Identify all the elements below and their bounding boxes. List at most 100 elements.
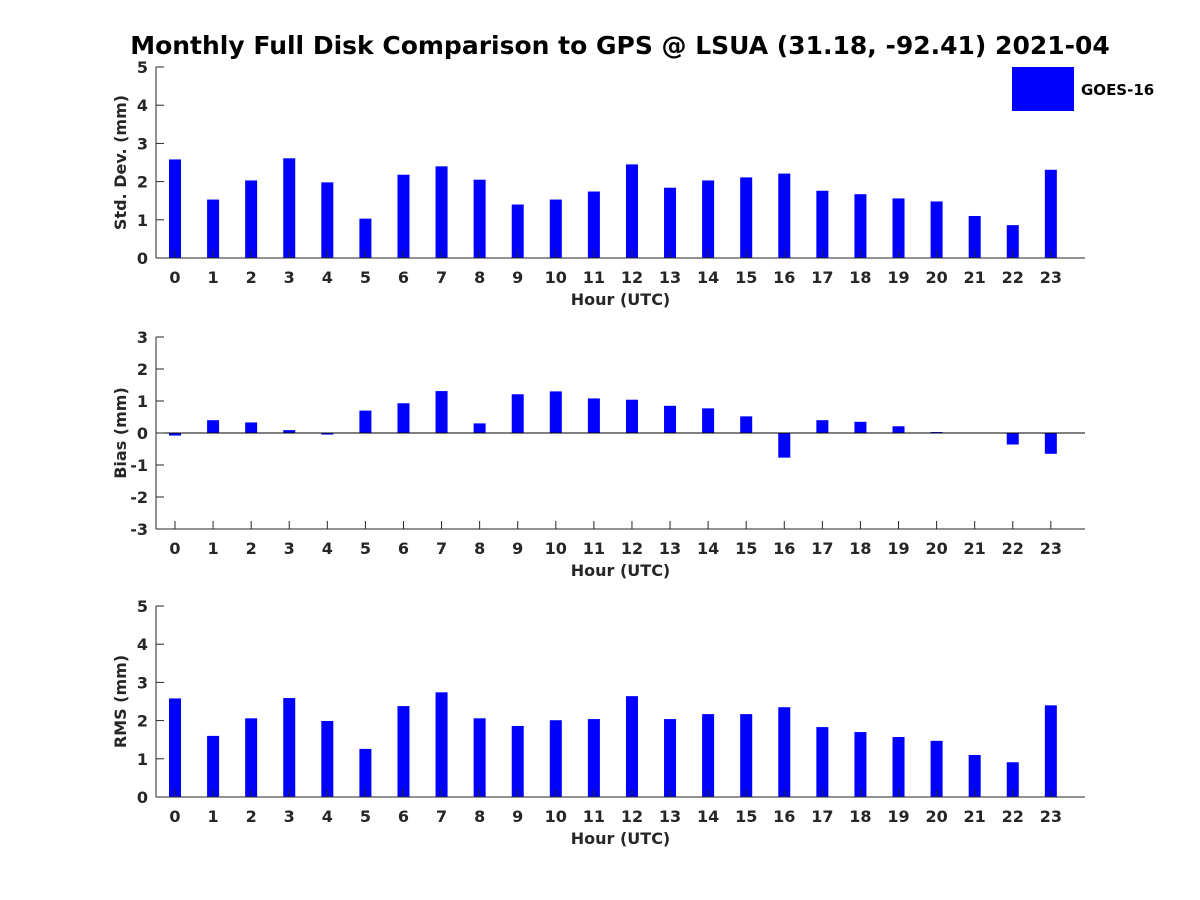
bar-hour-5 — [359, 410, 372, 433]
x-tick-label: 23 — [1040, 807, 1062, 826]
x-tick-label: 4 — [322, 807, 333, 826]
bar-hour-17 — [816, 420, 829, 433]
x-tick-label: 7 — [436, 539, 447, 558]
x-tick-label: 22 — [1002, 807, 1024, 826]
x-tick-label: 3 — [284, 268, 295, 287]
y-tick-label: 3 — [137, 673, 148, 692]
bar-hour-15 — [740, 416, 753, 433]
x-tick-label: 9 — [512, 539, 523, 558]
bar-hour-6 — [397, 174, 410, 258]
x-tick-label: 5 — [360, 268, 371, 287]
bar-hour-5 — [359, 218, 372, 258]
x-tick-label: 13 — [659, 807, 681, 826]
x-tick-label: 20 — [925, 539, 947, 558]
y-tick-label: 5 — [137, 58, 148, 77]
y-tick-label: 2 — [137, 173, 148, 192]
bar-hour-16 — [778, 707, 791, 797]
bar-hour-22 — [1006, 433, 1019, 445]
x-tick-label: 15 — [735, 539, 757, 558]
bar-hour-12 — [625, 696, 638, 797]
x-tick-label: 13 — [659, 539, 681, 558]
bar-hour-19 — [892, 737, 905, 797]
x-tick-label: 0 — [169, 807, 180, 826]
bar-hour-21 — [968, 215, 981, 258]
x-tick-label: 8 — [474, 539, 485, 558]
x-tick-label: 4 — [322, 539, 333, 558]
x-tick-label: 22 — [1002, 268, 1024, 287]
y-tick-label: -1 — [130, 456, 148, 475]
x-tick-label: 12 — [621, 807, 643, 826]
x-axis-label: Hour (UTC) — [571, 561, 671, 580]
x-tick-label: 5 — [360, 539, 371, 558]
x-tick-label: 3 — [284, 807, 295, 826]
bar-hour-22 — [1006, 225, 1019, 258]
legend-label: GOES-16 — [1081, 81, 1154, 99]
bar-hour-13 — [664, 187, 677, 258]
bar-hour-10 — [549, 720, 562, 797]
y-tick-label: 0 — [137, 249, 148, 268]
x-tick-label: 16 — [773, 539, 795, 558]
bar-hour-2 — [245, 422, 258, 433]
bar-hour-0 — [169, 698, 181, 797]
x-tick-label: 5 — [360, 807, 371, 826]
bar-hour-10 — [549, 199, 562, 258]
bar-hour-18 — [854, 732, 867, 797]
x-tick-label: 2 — [246, 268, 257, 287]
x-tick-label: 21 — [964, 539, 986, 558]
y-tick-label: 5 — [137, 597, 148, 616]
x-tick-label: 20 — [925, 807, 947, 826]
bar-hour-12 — [625, 399, 638, 433]
x-axis-label: Hour (UTC) — [571, 290, 671, 309]
bar-hour-20 — [930, 201, 943, 258]
bar-hour-9 — [511, 204, 524, 258]
bar-hour-4 — [321, 720, 334, 797]
x-tick-label: 21 — [964, 807, 986, 826]
bar-hour-14 — [702, 408, 715, 433]
x-tick-label: 15 — [735, 807, 757, 826]
bar-hour-10 — [549, 391, 562, 433]
y-tick-label: 2 — [137, 360, 148, 379]
bar-hour-11 — [587, 191, 600, 258]
bar-hour-17 — [816, 727, 829, 797]
bar-hour-4 — [321, 182, 334, 258]
bar-hour-1 — [207, 420, 220, 433]
bar-hour-23 — [1044, 433, 1057, 454]
bar-hour-16 — [778, 173, 791, 258]
bar-hour-22 — [1006, 762, 1019, 797]
bar-hour-8 — [473, 423, 486, 433]
x-tick-label: 9 — [512, 268, 523, 287]
x-tick-label: 18 — [849, 807, 871, 826]
bar-hour-18 — [854, 194, 867, 258]
bar-hour-6 — [397, 403, 410, 433]
x-tick-label: 8 — [474, 268, 485, 287]
bar-hour-8 — [473, 718, 486, 797]
bar-hour-7 — [435, 692, 448, 797]
y-axis-label: RMS (mm) — [111, 655, 130, 748]
x-tick-label: 0 — [169, 539, 180, 558]
x-tick-label: 13 — [659, 268, 681, 287]
bar-hour-11 — [587, 719, 600, 797]
bar-hour-15 — [740, 714, 753, 797]
x-tick-label: 23 — [1040, 539, 1062, 558]
x-tick-label: 6 — [398, 268, 409, 287]
bar-hour-14 — [702, 180, 715, 258]
x-tick-label: 10 — [545, 807, 567, 826]
x-tick-label: 10 — [545, 539, 567, 558]
chart-title: Monthly Full Disk Comparison to GPS @ LS… — [130, 31, 1110, 60]
bar-hour-13 — [664, 719, 677, 797]
x-tick-label: 19 — [887, 539, 909, 558]
x-tick-label: 7 — [436, 807, 447, 826]
x-tick-label: 6 — [398, 539, 409, 558]
x-tick-label: 21 — [964, 268, 986, 287]
y-tick-label: 1 — [137, 392, 148, 411]
x-tick-label: 17 — [811, 539, 833, 558]
bar-hour-7 — [435, 391, 448, 433]
x-tick-label: 1 — [208, 807, 219, 826]
bar-hour-3 — [283, 430, 296, 433]
x-tick-label: 0 — [169, 268, 180, 287]
bar-hour-3 — [283, 698, 296, 797]
bar-hour-12 — [625, 164, 638, 258]
y-tick-label: -3 — [130, 520, 148, 539]
